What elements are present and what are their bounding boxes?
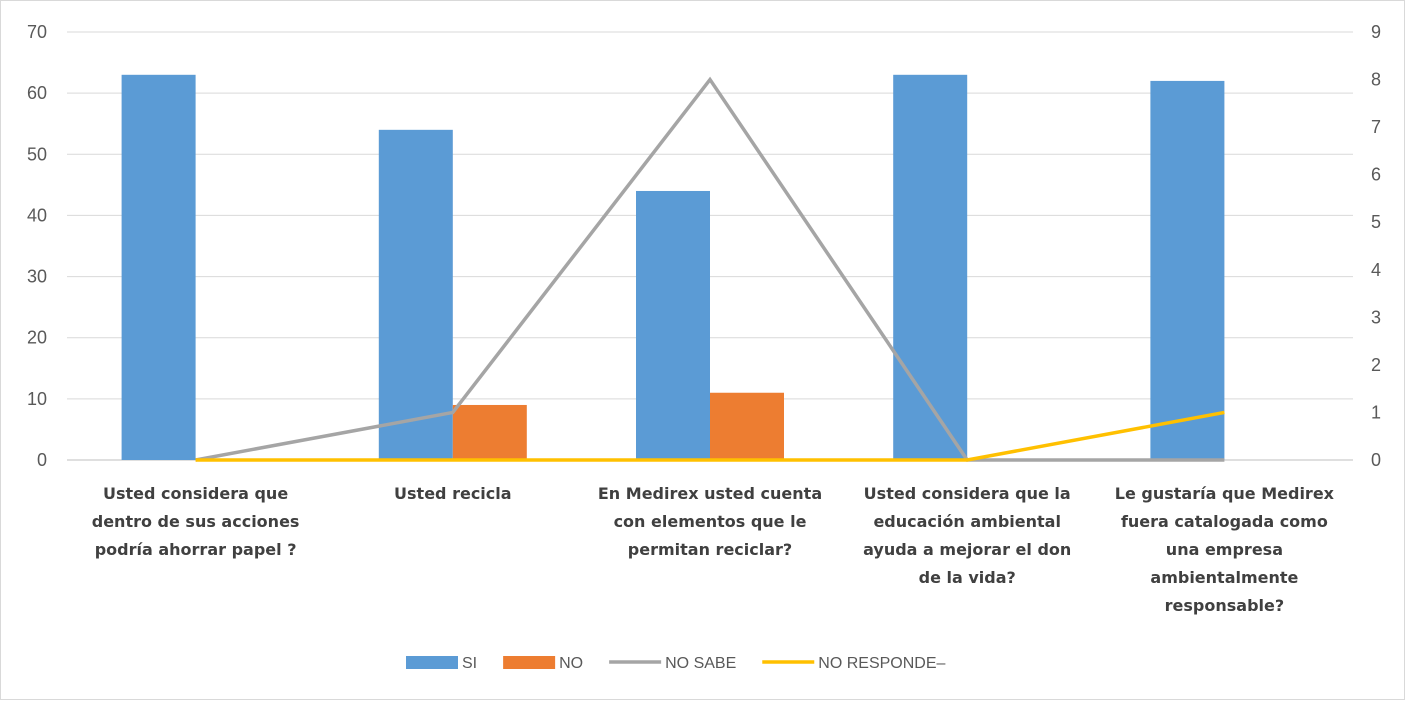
left-axis-tick-label: 20 xyxy=(27,328,47,348)
bar-si xyxy=(379,130,453,460)
bar-no xyxy=(710,393,784,460)
legend: SI NO NO SABE NO RESPONDE– xyxy=(406,655,946,672)
right-axis-tick-label: 6 xyxy=(1371,165,1381,185)
right-axis-tick-label: 7 xyxy=(1371,117,1381,137)
right-axis-tick-label: 9 xyxy=(1371,22,1381,42)
bar-si xyxy=(122,75,196,460)
right-axis-tick-label: 8 xyxy=(1371,70,1381,90)
bars xyxy=(122,75,1225,460)
category-label: Usted recicla xyxy=(394,484,512,503)
left-axis-tick-label: 40 xyxy=(27,205,47,225)
legend-swatch-si xyxy=(406,656,458,669)
left-axis-tick-label: 50 xyxy=(27,144,47,164)
left-axis-tick-label: 60 xyxy=(27,83,47,103)
legend-label-si: SI xyxy=(462,655,477,672)
left-axis-ticks: 0 10 20 30 40 50 60 70 xyxy=(27,22,47,470)
legend-label-no-responde: NO RESPONDE– xyxy=(818,655,945,672)
right-axis-ticks: 0 1 2 3 4 5 6 7 8 9 xyxy=(1371,22,1381,470)
left-axis-tick-label: 10 xyxy=(27,389,47,409)
right-axis-tick-label: 5 xyxy=(1371,212,1381,232)
right-axis-tick-label: 0 xyxy=(1371,450,1381,470)
right-axis-tick-label: 4 xyxy=(1371,260,1381,280)
right-axis-tick-label: 2 xyxy=(1371,355,1381,375)
category-label: Usted considera que dentro de sus accione… xyxy=(92,484,300,559)
right-axis-tick-label: 3 xyxy=(1371,307,1381,327)
legend-label-no-sabe: NO SABE xyxy=(665,655,736,672)
bar-si xyxy=(636,191,710,460)
legend-label-no: NO xyxy=(559,655,583,672)
bar-si xyxy=(1150,81,1224,460)
category-label: Le gustaría que Medirex fuera catalogada … xyxy=(1115,484,1335,615)
category-labels: Usted considera que dentro de sus accione… xyxy=(92,484,1335,615)
left-axis-tick-label: 30 xyxy=(27,267,47,287)
category-label: En Medirex usted cuenta con elementos que… xyxy=(598,484,822,559)
right-axis-tick-label: 1 xyxy=(1371,402,1381,422)
bar-no xyxy=(453,405,527,460)
left-axis-tick-label: 70 xyxy=(27,22,47,42)
left-axis-tick-label: 0 xyxy=(37,450,47,470)
legend-swatch-no xyxy=(503,656,555,669)
category-label: Usted considera que la educación ambienta… xyxy=(863,484,1071,587)
